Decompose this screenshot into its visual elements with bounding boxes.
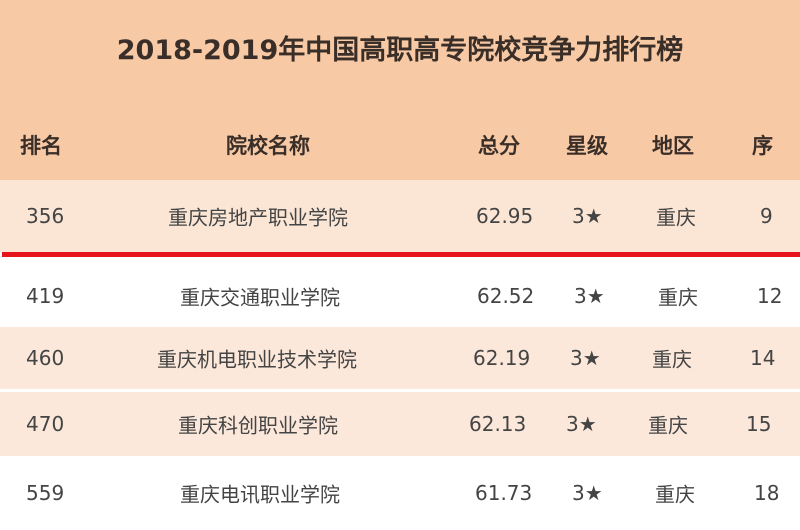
rank: 419 bbox=[26, 284, 65, 308]
header-name: 院校名称 bbox=[226, 134, 310, 158]
header-region: 地区 bbox=[652, 134, 694, 158]
rank: 356 bbox=[26, 204, 65, 228]
star: 3★ bbox=[570, 346, 601, 370]
header-order: 序 bbox=[752, 134, 773, 158]
rank: 559 bbox=[26, 481, 65, 505]
school-name: 重庆机电职业技术学院 bbox=[157, 347, 357, 372]
divider-line bbox=[2, 252, 800, 257]
star: 3★ bbox=[566, 412, 597, 436]
header-score: 总分 bbox=[478, 134, 520, 158]
table-row: 460 重庆机电职业技术学院 62.19 3★ 重庆 14 bbox=[0, 327, 800, 389]
page-title: 2018-2019年中国高职高专院校竞争力排行榜 bbox=[116, 35, 684, 66]
order: 15 bbox=[746, 412, 772, 436]
order: 14 bbox=[750, 346, 776, 370]
table-row: 559 重庆电讯职业学院 61.73 3★ 重庆 18 bbox=[0, 456, 800, 530]
order: 12 bbox=[757, 284, 783, 308]
score: 62.19 bbox=[473, 346, 531, 370]
school-name: 重庆科创职业学院 bbox=[178, 413, 338, 438]
header-rank: 排名 bbox=[20, 134, 62, 158]
table-row: 356 重庆房地产职业学院 62.95 3★ 重庆 9 bbox=[0, 180, 800, 252]
header-star: 星级 bbox=[566, 134, 608, 158]
rank: 470 bbox=[26, 412, 65, 436]
region: 重庆 bbox=[652, 347, 692, 372]
rank: 460 bbox=[26, 346, 65, 370]
score: 62.52 bbox=[477, 284, 535, 308]
table-row: 470 重庆科创职业学院 62.13 3★ 重庆 15 bbox=[0, 392, 800, 456]
school-name: 重庆交通职业学院 bbox=[180, 285, 340, 310]
region: 重庆 bbox=[655, 482, 695, 507]
table-row: 419 重庆交通职业学院 62.52 3★ 重庆 12 bbox=[0, 265, 800, 327]
region: 重庆 bbox=[656, 205, 696, 230]
region: 重庆 bbox=[658, 285, 698, 310]
region: 重庆 bbox=[648, 413, 688, 438]
order: 9 bbox=[760, 204, 773, 228]
order: 18 bbox=[754, 481, 780, 505]
star: 3★ bbox=[572, 204, 603, 228]
school-name: 重庆电讯职业学院 bbox=[180, 482, 340, 507]
school-name: 重庆房地产职业学院 bbox=[168, 205, 348, 230]
table-header: 2018-2019年中国高职高专院校竞争力排行榜 排名 院校名称 总分 星级 地… bbox=[0, 0, 800, 180]
star: 3★ bbox=[574, 284, 605, 308]
score: 61.73 bbox=[475, 481, 533, 505]
star: 3★ bbox=[572, 481, 603, 505]
score: 62.95 bbox=[476, 204, 534, 228]
score: 62.13 bbox=[469, 412, 527, 436]
